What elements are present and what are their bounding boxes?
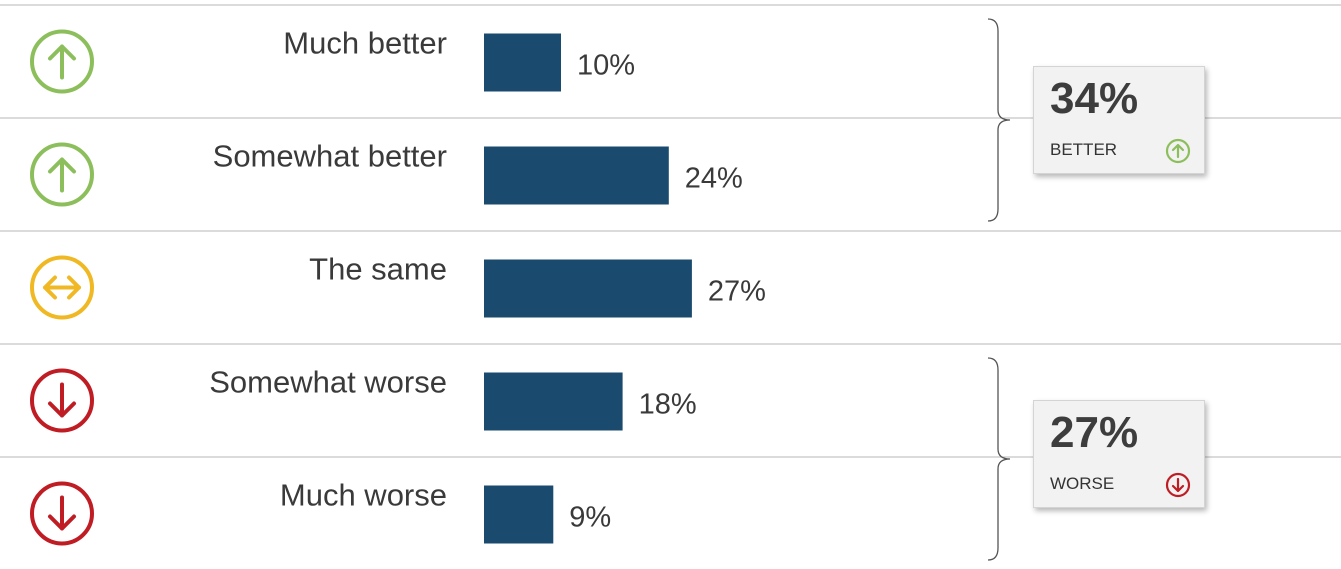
- category-label: The same: [309, 252, 447, 287]
- arrow-up-icon: [1165, 138, 1191, 164]
- group-bracket: [987, 18, 1011, 222]
- summary-better-value: 34%: [1050, 74, 1139, 123]
- value-label: 24%: [685, 163, 743, 195]
- value-label: 10%: [577, 50, 635, 82]
- arrow-down-icon: [30, 368, 94, 433]
- summary-worse-value: 27%: [1050, 408, 1139, 457]
- category-label: Much worse: [280, 478, 447, 513]
- arrow-up-icon: [30, 142, 94, 207]
- bar: [484, 485, 554, 544]
- summary-box-better: 34% BETTER: [1033, 66, 1205, 174]
- value-label: 9%: [569, 502, 611, 534]
- summary-better-label: BETTER: [1050, 140, 1118, 159]
- category-label: Much better: [283, 26, 447, 61]
- summary-box-worse: 27% WORSE: [1033, 400, 1205, 508]
- bar: [484, 372, 623, 431]
- group-bracket: [987, 357, 1011, 561]
- arrow-down-icon: [1165, 472, 1191, 498]
- category-label: Somewhat worse: [209, 365, 447, 400]
- category-label: Somewhat better: [213, 139, 447, 174]
- summary-worse-label: WORSE: [1050, 474, 1115, 493]
- value-label: 18%: [639, 389, 697, 421]
- value-label: 27%: [708, 276, 766, 308]
- arrow-left-right-icon: [30, 255, 94, 320]
- bar: [484, 146, 669, 205]
- arrow-down-icon: [30, 481, 94, 546]
- bar: [484, 33, 561, 92]
- arrow-up-icon: [30, 29, 94, 94]
- bar: [484, 259, 692, 318]
